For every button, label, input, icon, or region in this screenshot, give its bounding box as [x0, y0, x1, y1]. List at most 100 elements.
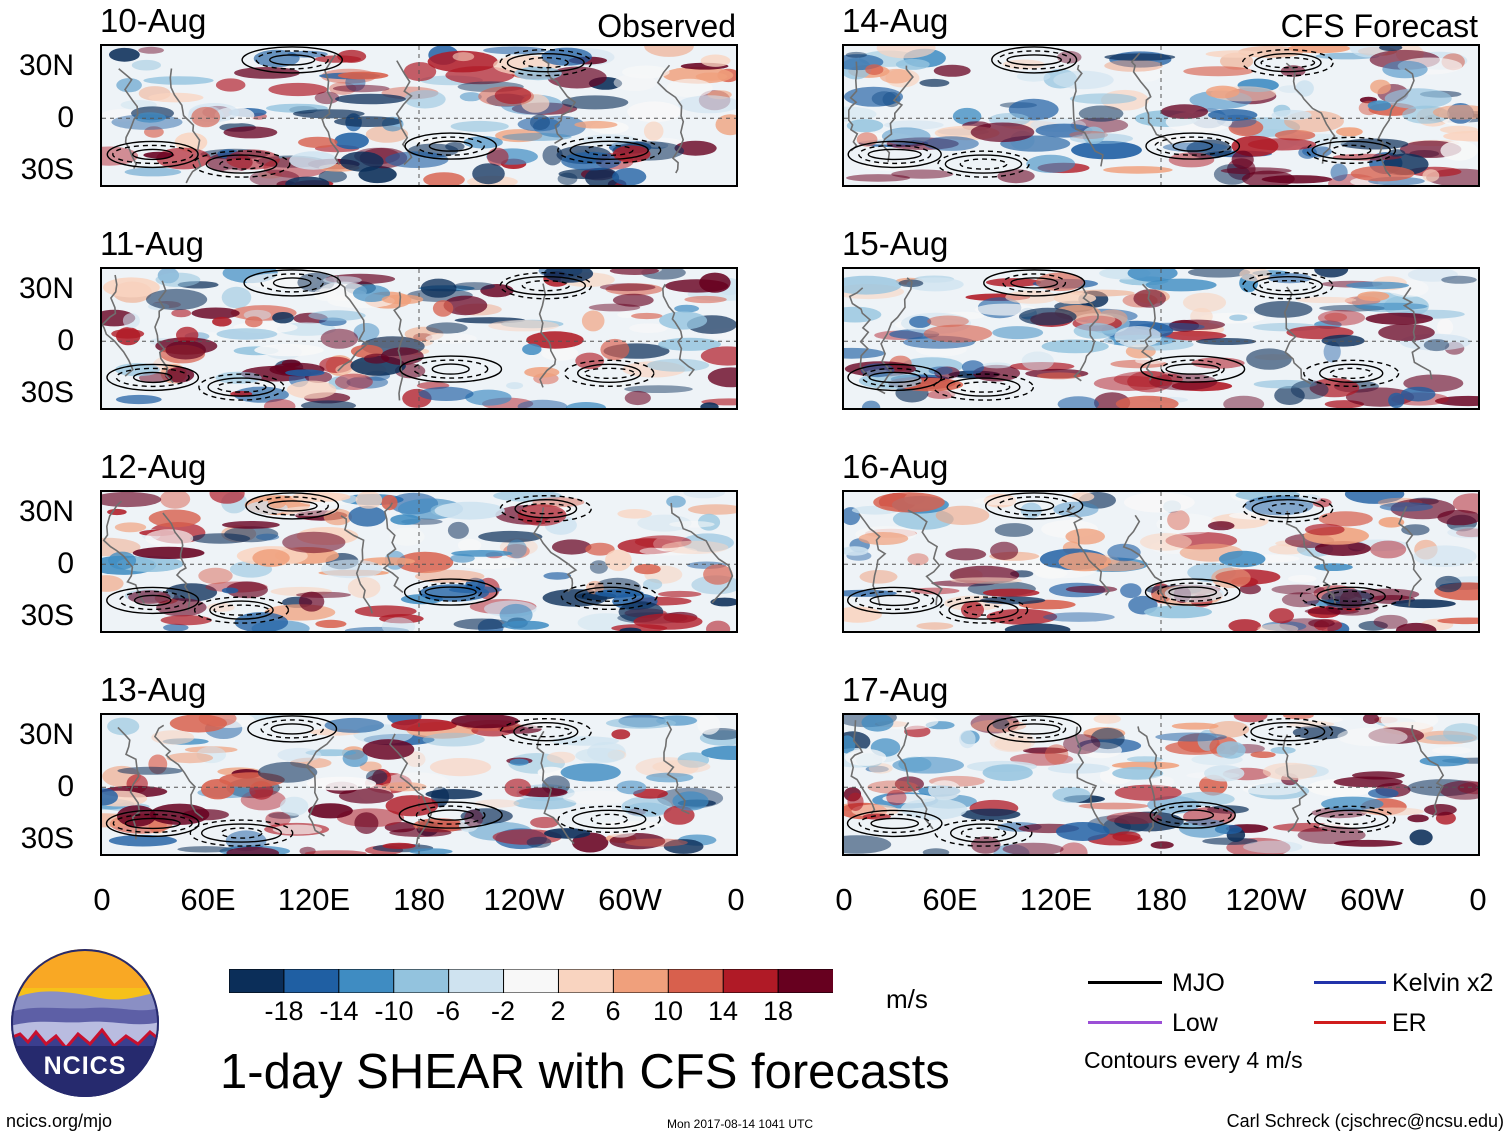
contour-legend: MJO Kelvin x2 Low ER Contours every 4 m/…: [1084, 967, 1506, 1077]
shear-anomaly-blob: [138, 46, 164, 54]
shear-anomaly-blob: [644, 46, 694, 57]
shear-anomaly-blob: [1321, 334, 1365, 347]
panel-date: 11-Aug: [100, 225, 204, 262]
shear-anomaly-blob: [891, 169, 954, 179]
shear-anomaly-blob: [700, 346, 736, 366]
shear-anomaly-blob: [1223, 395, 1265, 408]
shear-anomaly-blob: [1358, 620, 1388, 631]
shear-anomaly-blob: [132, 546, 205, 559]
coastline: [1130, 52, 1173, 145]
mjo-contour: [428, 140, 473, 152]
shear-anomaly-blob: [226, 846, 279, 854]
shear-anomaly-blob: [1140, 533, 1192, 551]
shear-anomaly-blob: [409, 848, 453, 854]
mjo-contour: [846, 809, 943, 838]
mjo-contour: [869, 594, 920, 607]
shear-anomaly-blob: [403, 62, 437, 82]
lat-label: 0: [57, 547, 74, 580]
mjo-contour: [1242, 718, 1334, 746]
mjo-contour: [416, 136, 485, 156]
mjo-contour: [847, 363, 943, 392]
shear-anomaly-blob: [277, 747, 322, 763]
shear-anomaly-blob: [1044, 744, 1069, 765]
shear-anomaly-blob: [1346, 281, 1409, 290]
shear-anomaly-blob: [678, 95, 736, 114]
shear-anomaly-blob: [502, 132, 572, 141]
shear-anomaly-blob: [643, 121, 664, 141]
shear-anomaly-blob: [166, 752, 214, 764]
shear-anomaly-blob: [1208, 109, 1258, 121]
shear-anomaly-blob: [1069, 130, 1108, 139]
shear-anomaly-blob: [134, 112, 166, 123]
coastline: [1285, 510, 1337, 605]
shear-anomaly-blob: [337, 71, 389, 80]
shear-anomaly-blob: [961, 360, 985, 375]
shear-anomaly-blob: [715, 114, 736, 136]
mjo-contour: [948, 600, 1019, 620]
coastline: [850, 720, 876, 815]
coastline: [1283, 286, 1312, 385]
shear-anomaly-blob: [612, 168, 647, 185]
shear-anomaly-blob: [1288, 574, 1317, 583]
shear-anomaly-blob: [1160, 104, 1209, 119]
shear-anomaly-blob: [1204, 765, 1245, 782]
footer-url[interactable]: ncics.org/mjo: [6, 1111, 113, 1131]
shear-anomaly-blob: [674, 140, 717, 156]
shear-anomaly-blob: [551, 539, 592, 555]
mjo-contour: [520, 503, 571, 515]
shear-anomaly-blob: [1340, 138, 1409, 150]
lat-label: 0: [57, 101, 74, 134]
shear-anomaly-blob: [631, 312, 663, 320]
mjo-contour: [1316, 586, 1386, 607]
shear-anomaly-blob: [1440, 140, 1478, 161]
mjo-contour: [1006, 54, 1062, 66]
mjo-contour: [1326, 813, 1376, 826]
coastline: [670, 502, 734, 604]
shear-anomaly-blob: [1292, 725, 1348, 740]
mjo-contour: [1002, 719, 1067, 739]
shear-anomaly-blob: [304, 850, 367, 854]
coastline: [848, 287, 872, 379]
shear-anomaly-blob: [935, 505, 990, 525]
mjo-contour: [514, 499, 578, 519]
shear-anomaly-blob: [1356, 302, 1428, 311]
shear-anomaly-blob: [102, 537, 141, 557]
shear-anomaly-blob: [1384, 88, 1452, 109]
panel-date: 14-Aug: [842, 2, 949, 39]
mjo-contour: [867, 148, 922, 161]
lon-label: 120E: [1019, 882, 1093, 917]
mjo-contour: [132, 371, 173, 384]
shear-map-graphic: [844, 492, 1478, 631]
shear-anomaly-blob: [959, 730, 976, 749]
coastline: [656, 64, 685, 174]
ncics-logo-graphic: [11, 949, 159, 1097]
shear-anomaly-blob: [1337, 727, 1408, 747]
coastline: [336, 275, 370, 372]
shear-anomaly-blob: [1437, 318, 1454, 336]
shear-anomaly-blob: [1043, 612, 1115, 622]
mjo-contour: [944, 154, 1023, 174]
shear-anomaly-blob: [483, 46, 547, 55]
mjo-contour: [963, 604, 1004, 616]
shear-anomaly-blob: [507, 539, 527, 559]
shear-anomaly-blob: [272, 312, 294, 324]
shear-anomaly-blob: [1257, 623, 1299, 631]
shear-anomaly-blob: [191, 106, 221, 128]
shear-anomaly-blob: [334, 132, 369, 150]
shear-anomaly-blob: [971, 836, 1001, 854]
shear-anomaly-blob: [970, 122, 1035, 143]
shear-anomaly-blob: [298, 591, 325, 612]
mjo-contour: [247, 715, 338, 743]
coastline: [907, 509, 943, 606]
shear-anomaly-blob: [143, 151, 175, 159]
shear-anomaly-blob: [1114, 326, 1162, 348]
colorbar-tick-label: -2: [490, 996, 515, 1026]
shear-anomaly-blob: [290, 492, 351, 502]
mjo-contour: [956, 381, 1011, 393]
mjo-contour: [1242, 495, 1334, 523]
shear-map-graphic: [102, 269, 736, 408]
shear-anomaly-blob: [1239, 269, 1271, 282]
mjo-contour: [106, 586, 200, 615]
shear-anomaly-blob: [362, 739, 415, 760]
shear-anomaly-blob: [472, 163, 505, 185]
